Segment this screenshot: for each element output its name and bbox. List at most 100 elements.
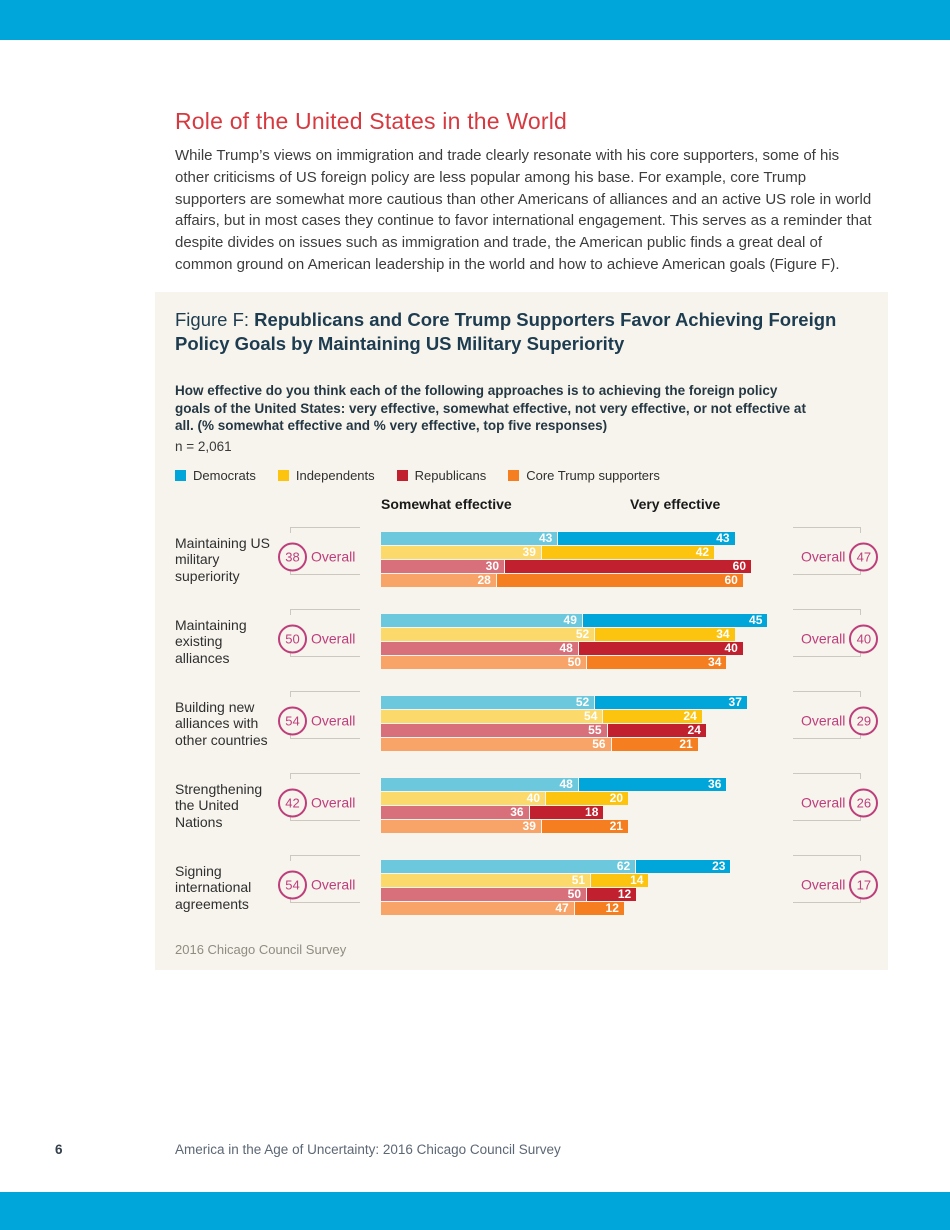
overall-very-value: 40 <box>849 624 879 653</box>
segment-value: 43 <box>716 530 730 545</box>
somewhat-effective-segment: 52 <box>381 694 595 709</box>
very-effective-segment: 23 <box>636 858 731 873</box>
page-number: 6 <box>55 1142 63 1157</box>
overall-very: Overall 26 <box>791 772 891 834</box>
figure-source: 2016 Chicago Council Survey <box>175 941 347 957</box>
segment-value: 43 <box>538 530 553 545</box>
bar-group: 48 36 40 20 36 18 39 21 <box>381 776 791 834</box>
overall-very-value: 17 <box>849 870 879 899</box>
chart-rows: Maintaining US military superiority 38 Ove… <box>175 526 879 916</box>
legend-label: Republicans <box>414 467 487 483</box>
somewhat-effective-segment: 51 <box>381 872 591 887</box>
figure-question: How effective do you think each of the f… <box>175 383 806 433</box>
segment-value: 40 <box>724 640 738 655</box>
somewhat-effective-segment: 48 <box>381 777 578 791</box>
chart-row-building-new-alliances-with-other-countries: Building new alliances with other countr… <box>175 690 879 752</box>
somewhat-effective-segment: 54 <box>381 709 603 723</box>
overall-bracket <box>290 690 360 739</box>
democrats-swatch-icon <box>175 469 186 481</box>
chart-row-maintaining-us-military-superiority: Maintaining US military superiority 38 Ove… <box>175 526 879 588</box>
legend-label: Independents <box>295 467 375 483</box>
overall-label: Overall <box>311 548 356 565</box>
overall-bracket <box>290 854 360 903</box>
segment-value: 52 <box>575 694 590 709</box>
bar-democrats: 52 37 <box>381 694 791 709</box>
segment-value: 20 <box>609 790 623 805</box>
bar-republicans: 50 12 <box>381 886 791 901</box>
figure-title-text: Republicans and Core Trump Supporters Fa… <box>175 309 837 354</box>
overall-label: Overall <box>311 630 356 647</box>
somewhat-effective-segment: 36 <box>381 804 529 819</box>
bar-group: 49 45 52 34 48 40 50 34 <box>381 612 791 670</box>
somewhat-effective-segment: 50 <box>381 886 586 901</box>
overall-bracket <box>290 608 360 657</box>
segment-value: 60 <box>724 572 738 587</box>
row-label: Maintaining US military superiority <box>175 534 270 584</box>
bar-core-trump-supporters: 56 21 <box>381 736 791 751</box>
legend-label: Democrats <box>193 467 256 483</box>
intro-paragraph: While Trump’s views on immigration and t… <box>175 147 872 273</box>
chart-row-signing-international-agreements: Signing international agreements 54 Overal… <box>175 854 879 916</box>
segment-value: 51 <box>571 872 586 887</box>
somewhat-effective-segment: 40 <box>381 791 545 805</box>
segment-value: 28 <box>477 572 491 587</box>
very-effective-segment: 20 <box>546 790 628 805</box>
bar-group: 43 43 39 42 30 60 28 60 <box>381 530 791 588</box>
legend-item-republicans: Republicans <box>396 467 487 483</box>
overall-bracket <box>793 772 861 821</box>
overall-somewhat-value: 54 <box>278 706 307 735</box>
segment-value: 30 <box>485 558 499 573</box>
bar-core-trump-supporters: 47 12 <box>381 900 791 915</box>
very-effective-segment: 14 <box>591 873 649 887</box>
segment-value: 36 <box>510 804 524 819</box>
main-content: Role of the United States in the World W… <box>175 108 890 276</box>
segment-value: 39 <box>522 818 536 833</box>
segment-value: 36 <box>708 776 722 791</box>
segment-value: 21 <box>679 736 693 751</box>
somewhat-effective-segment: 62 <box>381 858 636 873</box>
segment-value: 12 <box>605 900 619 915</box>
overall-label: Overall <box>801 630 846 647</box>
segment-value: 45 <box>749 612 763 627</box>
bar-democrats: 48 36 <box>381 776 791 791</box>
segment-value: 56 <box>592 736 606 751</box>
overall-somewhat: 38 Overall <box>278 526 381 588</box>
segment-value: 12 <box>617 886 632 901</box>
overall-bracket <box>793 526 861 575</box>
segment-value: 62 <box>616 858 631 873</box>
segment-value: 23 <box>712 858 726 873</box>
bottom-banner-bar <box>0 1192 950 1230</box>
legend-label: Core Trump supporters <box>526 467 660 483</box>
overall-somewhat: 50 Overall <box>278 608 381 670</box>
bar-core-trump-supporters: 39 21 <box>381 818 791 833</box>
bar-democrats: 62 23 <box>381 858 791 873</box>
segment-value: 49 <box>563 612 577 627</box>
overall-bracket <box>290 772 360 821</box>
segment-value: 48 <box>559 640 573 655</box>
overall-somewhat-value: 42 <box>278 788 307 817</box>
top-banner-bar <box>0 0 950 40</box>
overall-bracket <box>290 526 360 575</box>
legend-item-democrats: Democrats <box>175 468 256 483</box>
column-headers: Somewhat effective Very effective <box>381 496 791 514</box>
very-effective-segment: 18 <box>529 805 604 819</box>
overall-label: Overall <box>801 712 846 729</box>
bar-independents: 51 14 <box>381 872 791 887</box>
bar-independents: 39 42 <box>381 544 791 559</box>
somewhat-effective-segment: 39 <box>381 545 541 559</box>
segment-value: 42 <box>695 544 710 559</box>
somewhat-effective-segment: 50 <box>381 655 586 669</box>
bar-independents: 54 24 <box>381 709 791 723</box>
somewhat-effective-segment: 30 <box>381 558 504 573</box>
somewhat-effective-segment: 47 <box>381 901 574 915</box>
figure-title: Figure F: Republicans and Core Trump Sup… <box>175 308 840 356</box>
row-label: Strengthening the United Nations <box>175 780 263 830</box>
very-effective-segment: 40 <box>578 640 743 655</box>
very-effective-segment: 42 <box>541 544 715 559</box>
segment-value: 50 <box>567 886 581 901</box>
somewhat-effective-segment: 49 <box>381 612 582 627</box>
very-effective-segment: 12 <box>587 886 637 901</box>
chart-row-maintaining-existing-alliances: Maintaining existing alliances 50 Overall 4… <box>175 608 879 670</box>
bar-republicans: 36 18 <box>381 804 791 819</box>
overall-somewhat-value: 50 <box>278 624 307 653</box>
